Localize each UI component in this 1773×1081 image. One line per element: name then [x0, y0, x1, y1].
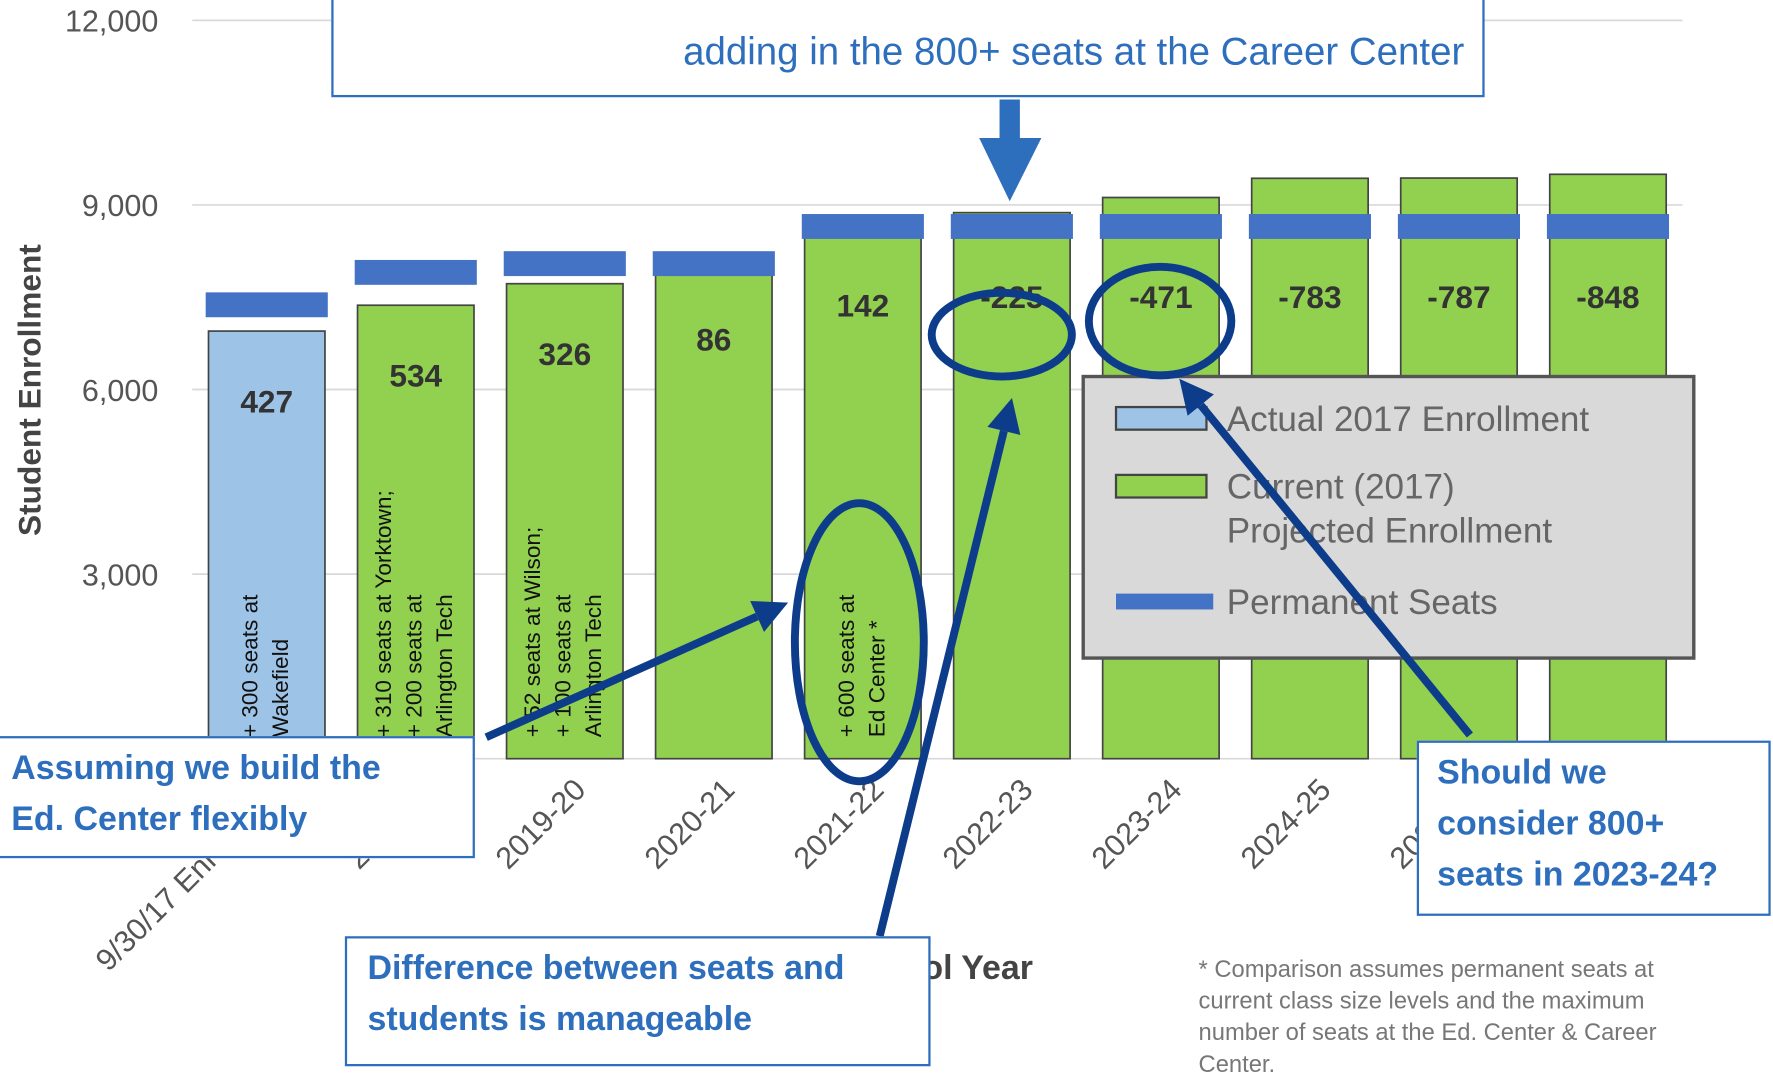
- bar-note-line: + 52 seats at Wilson;: [520, 527, 545, 737]
- x-tick-label: 2019-20: [489, 772, 592, 875]
- callout-line: seats in 2023-24?: [1437, 855, 1719, 894]
- bar-note: + 310 seats at Yorktown; + 200 seats at Ar…: [371, 490, 457, 737]
- down-arrow: [979, 99, 1042, 202]
- callout-box: Assuming we build the Ed. Center flexibly: [0, 736, 475, 859]
- bar-note-line: Ed Center *: [864, 620, 889, 737]
- bar: [356, 304, 475, 760]
- pointer-arrow: [875, 430, 1008, 938]
- highlight-ellipse: [927, 288, 1076, 381]
- seat-bar: [205, 292, 328, 318]
- legend: Actual 2017 Enrollment Current (2017) Proj…: [1081, 374, 1696, 660]
- y-tick-label: 6,000: [82, 374, 158, 408]
- x-tick-label: 2021-22: [787, 772, 890, 875]
- bar-note: + 300 seats at Wakefield: [238, 594, 294, 737]
- bar-note: + 52 seats at Wilson; + 100 seats at Arlin…: [520, 527, 606, 737]
- bar-note: + 600 seats at Ed Center *: [834, 594, 890, 737]
- bar-note-line: Wakefield: [268, 639, 293, 737]
- chart: School Year Student Enrollment 03,0006,0…: [12, 5, 1696, 987]
- x-tick-label: 2022-23: [936, 772, 1039, 875]
- bar-note-line: + 600 seats at: [834, 594, 859, 737]
- legend-label: Current (2017) Projected Enrollment: [1227, 468, 1553, 551]
- seat-bar: [1099, 214, 1222, 239]
- bar-note-line: + 310 seats at Yorktown;: [371, 490, 396, 737]
- legend-swatch: [1116, 593, 1214, 610]
- callout-line: * Comparison assumes permanent seats at: [1198, 956, 1654, 983]
- footnote: * Comparison assumes permanent seats at c…: [1199, 954, 1657, 1081]
- x-tick-label: 2024-25: [1234, 772, 1337, 875]
- seat-bar: [354, 259, 477, 285]
- callout-line: students is manageable: [367, 1000, 753, 1038]
- highlight-ellipse: [790, 499, 928, 786]
- highlight-ellipse: [1084, 262, 1236, 380]
- y-tick-label: 12,000: [65, 5, 158, 39]
- pointer-arrowhead: [750, 600, 789, 632]
- seat-gap-label: -471: [1129, 279, 1192, 315]
- pointer-arrow: [1197, 402, 1473, 738]
- seat-bar: [801, 214, 924, 239]
- seat-bar: [652, 251, 775, 277]
- y-tick-label: 3,000: [82, 558, 158, 592]
- seat-gap-label: 534: [389, 358, 442, 394]
- legend-label: Actual 2017 Enrollment: [1227, 400, 1590, 439]
- callout-line: current class size levels and the maximu…: [1198, 988, 1645, 1015]
- seat-bar: [950, 214, 1073, 239]
- x-tick-label: 2023-24: [1085, 772, 1188, 875]
- seat-gap-label: 427: [240, 383, 293, 419]
- bar: [803, 234, 922, 760]
- x-tick-label: 2020-21: [638, 772, 741, 875]
- legend-label-line: Projected Enrollment: [1227, 512, 1553, 551]
- callout-line: Assuming we build the: [11, 749, 381, 787]
- seat-bar: [1546, 214, 1670, 239]
- callout-line: consider 800+: [1437, 805, 1665, 843]
- callout-line: Should we: [1437, 754, 1607, 792]
- callout-line: Center.: [1198, 1051, 1276, 1078]
- seat-gap-label: -783: [1278, 279, 1341, 315]
- seat-gap-label: 142: [836, 288, 889, 324]
- seat-gap-label: -848: [1576, 279, 1639, 315]
- legend-swatch: [1114, 473, 1208, 499]
- bar-note-line: Arlington Tech: [432, 594, 457, 737]
- pointer-arrowhead: [987, 398, 1021, 435]
- pointer-arrowhead: [1179, 378, 1214, 416]
- callout-line: number of seats at the Ed. Center & Care…: [1198, 1019, 1657, 1046]
- top-box-text: adding in the 800+ seats at the Career C…: [683, 30, 1465, 74]
- callout-line: Difference between seats and: [367, 949, 845, 988]
- top-box: adding in the 800+ seats at the Career C…: [331, 0, 1485, 98]
- bar: [654, 268, 773, 760]
- pointer-arrow: [484, 612, 759, 741]
- seat-gap-label: 326: [538, 336, 591, 372]
- seat-bar: [1397, 214, 1520, 239]
- callout-line: Ed. Center flexibly: [11, 800, 308, 838]
- seat-bar: [1248, 214, 1371, 239]
- bar-note-line: + 200 seats at: [401, 594, 426, 737]
- seat-gap-label: 86: [696, 321, 731, 357]
- bar-note-line: + 300 seats at: [238, 594, 263, 737]
- bar-note-line: + 100 seats at: [550, 594, 575, 737]
- bar: [505, 282, 624, 760]
- y-tick-label: 9,000: [82, 189, 158, 223]
- callout-box: Should we consider 800+ seats in 2023-24?: [1416, 740, 1771, 916]
- seat-gap-label: -787: [1427, 279, 1490, 315]
- seat-bar: [503, 251, 626, 277]
- bar-note-line: Arlington Tech: [581, 594, 606, 737]
- legend-swatch: [1114, 405, 1208, 431]
- y-axis-title: Student Enrollment: [12, 244, 48, 536]
- callout-box: Difference between seats and students is …: [344, 936, 931, 1067]
